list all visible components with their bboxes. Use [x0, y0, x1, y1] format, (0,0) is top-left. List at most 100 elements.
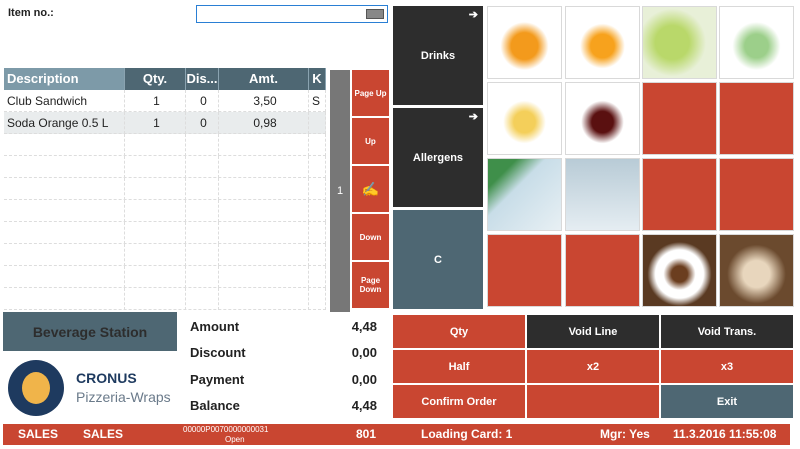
- void-line-button[interactable]: Void Line: [527, 315, 659, 348]
- status-terminal: 801: [356, 427, 377, 441]
- table-row[interactable]: Club Sandwich 1 0 3,50 S: [4, 90, 326, 112]
- arrow-right-icon: ➔: [468, 111, 478, 123]
- table-cell: [4, 178, 125, 200]
- table-row[interactable]: [4, 200, 326, 222]
- category-label: Drinks: [420, 49, 456, 62]
- product-tile-apple-juice-bottle[interactable]: [487, 82, 562, 155]
- item-no-input[interactable]: [196, 5, 388, 23]
- table-cell: [309, 266, 326, 288]
- qty-button[interactable]: Qty: [393, 315, 525, 348]
- x2-button[interactable]: x2: [527, 350, 659, 383]
- table-cell: [309, 156, 326, 178]
- product-tile-mineral-water-glass[interactable]: [719, 6, 794, 79]
- product-tile-cola-bottle[interactable]: [565, 82, 640, 155]
- table-row[interactable]: [4, 288, 326, 310]
- table-cell: 0: [186, 112, 219, 134]
- table-cell: [309, 288, 326, 310]
- status-manager: Mgr: Yes: [600, 427, 650, 441]
- product-tile-coffee-cup[interactable]: [642, 234, 717, 307]
- empty-tile[interactable]: [642, 82, 717, 155]
- status-state: Open: [225, 435, 245, 444]
- category-drinks[interactable]: Drinks ➔: [393, 6, 483, 105]
- table-cell: [186, 156, 219, 178]
- empty-tile[interactable]: [719, 82, 794, 155]
- table-cell: [309, 222, 326, 244]
- table-cell: [125, 244, 186, 266]
- confirm-order-button[interactable]: Confirm Order: [393, 385, 525, 418]
- table-cell: [4, 288, 125, 310]
- product-tile-cappuccino[interactable]: [719, 234, 794, 307]
- signature-icon: ✍: [361, 180, 380, 197]
- logo: CRONUS Pizzeria-Wraps: [8, 360, 178, 416]
- product-tile-orange-juice-bottle[interactable]: [487, 6, 562, 79]
- table-cell: [4, 134, 125, 156]
- page-down-button[interactable]: Page Down: [352, 262, 389, 308]
- table-row[interactable]: [4, 178, 326, 200]
- table-cell: [309, 178, 326, 200]
- category-c[interactable]: C: [393, 210, 483, 309]
- col-description[interactable]: Description: [4, 68, 125, 90]
- void-trans-button[interactable]: Void Trans.: [661, 315, 793, 348]
- table-cell: [125, 266, 186, 288]
- table-cell: [4, 200, 125, 222]
- table-cell: [125, 178, 186, 200]
- table-row[interactable]: [4, 244, 326, 266]
- keyboard-icon[interactable]: [366, 9, 384, 19]
- col-amount[interactable]: Amt.: [219, 68, 309, 90]
- empty-button[interactable]: [527, 385, 659, 418]
- product-tile-water-glass[interactable]: [565, 158, 640, 231]
- pizza-icon: [8, 360, 64, 416]
- total-value-discount: 0,00: [351, 345, 377, 360]
- half-button[interactable]: Half: [393, 350, 525, 383]
- table-cell: [125, 200, 186, 222]
- table-cell: [186, 178, 219, 200]
- table-cell: [219, 244, 309, 266]
- table-cell: [219, 178, 309, 200]
- page-indicator: 1: [336, 185, 344, 197]
- table-row[interactable]: [4, 266, 326, 288]
- x3-button[interactable]: x3: [661, 350, 793, 383]
- table-cell: 0: [186, 90, 219, 112]
- status-transaction: 00000P0070000000031: [183, 425, 269, 434]
- total-label-discount: Discount: [190, 345, 246, 360]
- col-k[interactable]: K: [309, 68, 326, 90]
- down-button[interactable]: Down: [352, 214, 389, 260]
- product-tile-orange-soda-bottle[interactable]: [565, 6, 640, 79]
- table-cell: [219, 222, 309, 244]
- empty-tile[interactable]: [642, 158, 717, 231]
- empty-tile[interactable]: [719, 158, 794, 231]
- total-label-balance: Balance: [190, 398, 240, 413]
- total-label-amount: Amount: [190, 319, 240, 334]
- table-cell: [186, 288, 219, 310]
- col-qty[interactable]: Qty.: [125, 68, 186, 90]
- empty-tile[interactable]: [565, 234, 640, 307]
- empty-tile[interactable]: [487, 234, 562, 307]
- table-cell: [219, 266, 309, 288]
- product-tile-lime-drink[interactable]: [642, 6, 717, 79]
- table-row[interactable]: [4, 134, 326, 156]
- table-cell: [125, 134, 186, 156]
- table-cell: [186, 244, 219, 266]
- table-row[interactable]: [4, 222, 326, 244]
- up-button[interactable]: Up: [352, 118, 389, 164]
- scrollbar[interactable]: 1: [330, 70, 350, 312]
- page-up-button[interactable]: Page Up: [352, 70, 389, 116]
- status-loading: Loading Card: 1: [421, 427, 513, 441]
- table-cell: [4, 266, 125, 288]
- table-cell: [219, 156, 309, 178]
- table-cell: [219, 288, 309, 310]
- category-allergens[interactable]: Allergens ➔: [393, 108, 483, 207]
- beverage-station-button[interactable]: Beverage Station: [3, 312, 177, 351]
- table-cell: [309, 200, 326, 222]
- col-discount[interactable]: Dis...: [186, 68, 219, 90]
- table-cell: [4, 244, 125, 266]
- table-cell: Club Sandwich: [4, 90, 125, 112]
- total-label-payment: Payment: [190, 372, 245, 387]
- status-datetime: 11.3.2016 11:55:08: [673, 427, 777, 441]
- exit-button[interactable]: Exit: [661, 385, 793, 418]
- product-tile-sparkling-water-glass[interactable]: [487, 158, 562, 231]
- table-row[interactable]: Soda Orange 0.5 L 1 0 0,98: [4, 112, 326, 134]
- table-row[interactable]: [4, 156, 326, 178]
- edit-button[interactable]: ✍: [352, 166, 389, 212]
- total-value-balance: 4,48: [351, 398, 377, 413]
